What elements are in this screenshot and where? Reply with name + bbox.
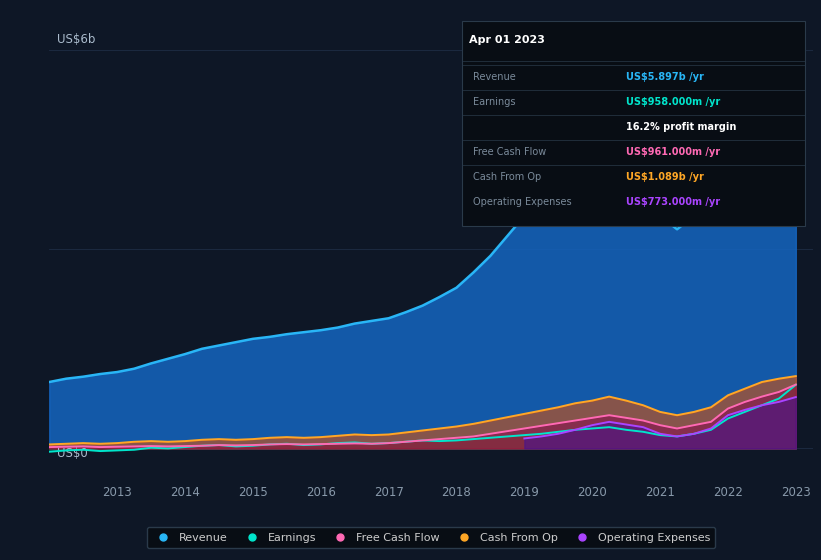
- Text: US$0: US$0: [57, 447, 88, 460]
- Text: US$6b: US$6b: [57, 33, 95, 46]
- Text: Earnings: Earnings: [473, 97, 516, 107]
- Text: US$1.089b /yr: US$1.089b /yr: [626, 172, 704, 182]
- Text: US$961.000m /yr: US$961.000m /yr: [626, 147, 721, 157]
- Text: US$5.897b /yr: US$5.897b /yr: [626, 72, 704, 82]
- Text: US$958.000m /yr: US$958.000m /yr: [626, 97, 721, 107]
- Text: Free Cash Flow: Free Cash Flow: [473, 147, 546, 157]
- Text: Cash From Op: Cash From Op: [473, 172, 541, 182]
- Legend: Revenue, Earnings, Free Cash Flow, Cash From Op, Operating Expenses: Revenue, Earnings, Free Cash Flow, Cash …: [147, 527, 715, 548]
- Text: Revenue: Revenue: [473, 72, 516, 82]
- Text: 16.2% profit margin: 16.2% profit margin: [626, 122, 737, 132]
- FancyBboxPatch shape: [461, 21, 805, 226]
- Text: Operating Expenses: Operating Expenses: [473, 197, 571, 207]
- Text: Apr 01 2023: Apr 01 2023: [470, 35, 545, 45]
- Text: US$773.000m /yr: US$773.000m /yr: [626, 197, 721, 207]
